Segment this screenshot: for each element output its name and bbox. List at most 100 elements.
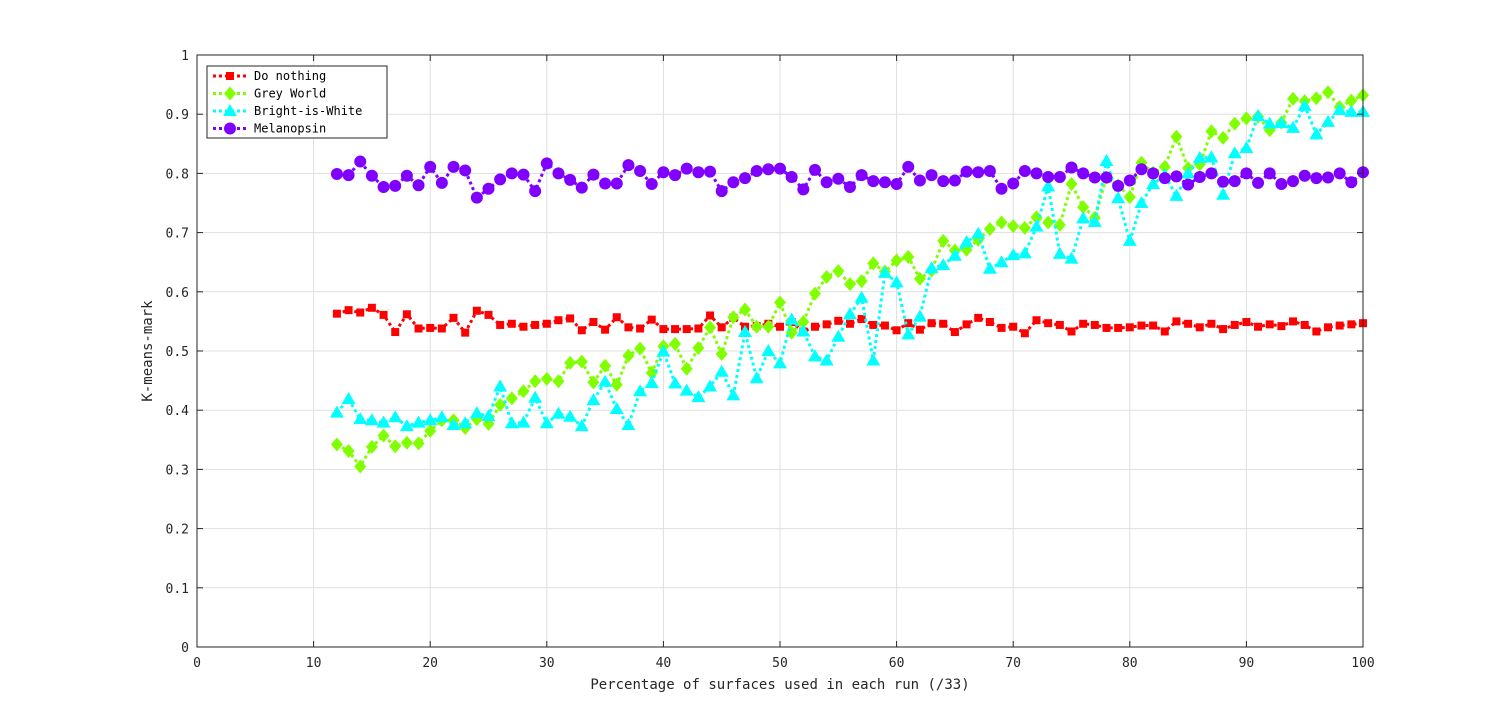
data-point xyxy=(866,353,881,366)
data-point xyxy=(995,215,1008,230)
data-point xyxy=(634,341,647,356)
data-point xyxy=(437,324,446,333)
data-point xyxy=(1169,188,1184,201)
data-point xyxy=(691,390,706,403)
data-point xyxy=(1263,167,1276,180)
data-point xyxy=(890,253,903,268)
series-layer xyxy=(329,85,1370,474)
data-point xyxy=(1149,321,1158,330)
data-point xyxy=(715,346,728,361)
axis-ticks: 0 10 20 30 40 50 60 70 80 90 100 0 0.1 0.2 0.3 0.4 0.5 0.… xyxy=(166,49,1375,671)
data-point xyxy=(529,374,542,389)
x-tick-label: 70 xyxy=(1005,656,1021,671)
data-point xyxy=(389,439,402,454)
y-tick-label: 0.1 xyxy=(166,582,189,597)
data-point xyxy=(936,258,951,271)
data-point xyxy=(1216,187,1231,200)
data-point xyxy=(377,428,390,443)
data-point xyxy=(1077,200,1090,215)
data-point xyxy=(1044,319,1053,328)
data-point xyxy=(1345,176,1358,189)
data-point xyxy=(1065,161,1078,174)
data-point xyxy=(389,179,402,192)
data-point xyxy=(1182,178,1195,191)
data-point xyxy=(1204,150,1219,163)
data-point xyxy=(329,405,344,418)
data-point xyxy=(831,329,846,342)
data-point xyxy=(1125,323,1134,332)
x-tick-label: 50 xyxy=(772,656,788,671)
data-point xyxy=(461,328,470,337)
legend-item: Grey World xyxy=(213,86,326,101)
data-point xyxy=(1324,323,1333,332)
data-point xyxy=(1207,319,1216,328)
data-point xyxy=(947,248,962,261)
data-point xyxy=(1335,321,1344,330)
data-point xyxy=(1018,165,1031,178)
data-point xyxy=(633,384,648,397)
data-point xyxy=(749,371,764,384)
data-point xyxy=(1195,323,1204,332)
data-point xyxy=(773,356,787,369)
data-point xyxy=(1300,320,1309,329)
data-point xyxy=(727,176,740,189)
data-point xyxy=(1053,217,1066,232)
data-point xyxy=(586,393,601,406)
data-point xyxy=(577,326,586,335)
data-point xyxy=(1137,321,1146,330)
data-point xyxy=(552,374,565,389)
data-point xyxy=(869,320,878,329)
data-point xyxy=(435,176,448,189)
data-point xyxy=(842,307,857,320)
data-point xyxy=(402,310,411,319)
data-point xyxy=(901,327,916,340)
data-point xyxy=(739,172,752,185)
data-point xyxy=(379,310,388,319)
data-point xyxy=(1006,248,1021,261)
data-point xyxy=(621,418,636,430)
data-point xyxy=(612,313,621,322)
data-point xyxy=(1217,175,1230,188)
data-point xyxy=(796,324,811,337)
data-point xyxy=(589,317,598,326)
data-point xyxy=(1240,167,1253,180)
y-tick-label: 0.7 xyxy=(166,227,189,242)
data-point xyxy=(739,302,752,317)
data-point xyxy=(399,419,414,432)
y-tick-label: 0.3 xyxy=(166,463,189,478)
data-point xyxy=(915,325,924,334)
data-point xyxy=(761,344,776,356)
legend-label: Bright-is-White xyxy=(254,104,362,118)
legend-swatch-marker xyxy=(223,104,237,116)
data-point xyxy=(1205,167,1218,180)
data-point xyxy=(1289,317,1298,326)
data-point xyxy=(1172,317,1181,326)
data-point xyxy=(1344,104,1359,117)
data-point xyxy=(937,175,950,188)
data-point xyxy=(1345,93,1358,108)
data-point xyxy=(446,418,461,430)
data-point xyxy=(517,168,530,181)
legend-item: Bright-is-White xyxy=(213,104,362,118)
y-tick-label: 0.6 xyxy=(166,286,189,301)
data-point xyxy=(880,321,889,330)
data-point xyxy=(1205,124,1218,139)
data-point xyxy=(574,419,589,432)
data-point xyxy=(1263,123,1276,138)
data-point xyxy=(832,264,845,279)
data-point xyxy=(1312,327,1321,336)
data-point xyxy=(412,179,425,192)
data-point xyxy=(1122,233,1137,246)
data-point xyxy=(1030,167,1043,180)
data-point xyxy=(1135,163,1148,176)
data-point xyxy=(1287,91,1300,106)
data-point xyxy=(647,315,656,324)
data-point xyxy=(505,391,518,406)
data-point xyxy=(1286,120,1301,133)
data-point xyxy=(1287,175,1300,188)
data-point xyxy=(598,374,613,387)
data-point xyxy=(376,415,391,428)
data-point xyxy=(1333,167,1346,180)
data-point xyxy=(354,155,367,168)
data-point xyxy=(785,170,798,183)
